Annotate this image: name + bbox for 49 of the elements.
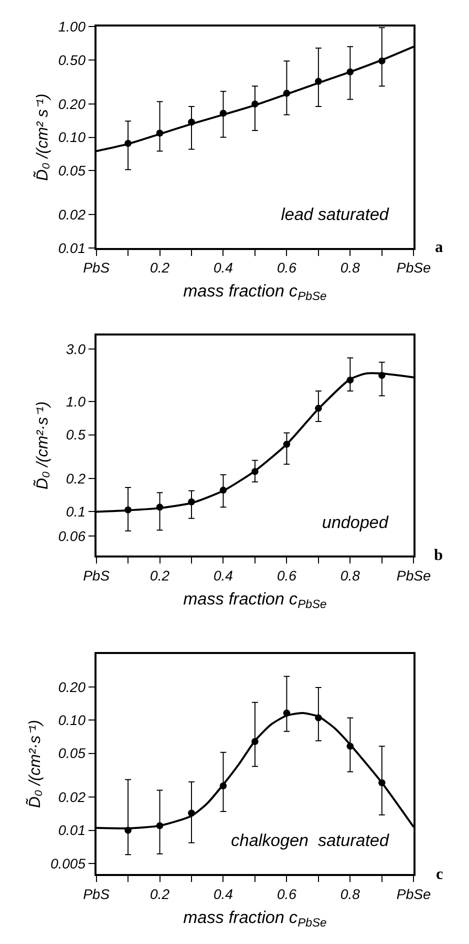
y-tick-label: 0.5 (66, 426, 86, 443)
x-tick-label: 0.2 (150, 886, 170, 902)
y-tick-label: 0.02 (58, 206, 86, 222)
y-tick-label: 0.20 (58, 96, 86, 112)
annotation: undoped (322, 513, 389, 532)
x-tick-label: PbS (83, 886, 110, 902)
x-tick-label: 0.6 (276, 567, 297, 584)
annotation: lead saturated (281, 205, 390, 224)
x-tick-label: 0.4 (214, 886, 234, 902)
y-tick-label: 0.01 (58, 240, 86, 256)
y-tick-label: 0.01 (58, 822, 86, 838)
x-tick-label: 0.2 (150, 260, 170, 276)
y-tick-label: 1.00 (58, 18, 86, 35)
x-tick-label: 0.8 (340, 886, 360, 902)
x-tick-label: PbS (83, 260, 110, 276)
text: b (434, 547, 443, 564)
x-tick-label: PbSe (396, 886, 431, 902)
x-axis-title: mass fraction c$_{PbSe}$ (183, 908, 328, 930)
x-tick-label: PbSe (396, 260, 431, 276)
y-tick-label: 0.2 (66, 470, 86, 487)
y-tick-label: 0.02 (58, 789, 86, 806)
x-tick-label: 0.4 (214, 567, 234, 584)
x-tick-label: 0.8 (340, 567, 360, 584)
y-tick-label: 0.20 (58, 678, 86, 695)
x-tick-label: 0.6 (276, 886, 297, 902)
x-tick-label: 0.8 (340, 260, 360, 276)
text: a (435, 239, 443, 256)
y-tick-label: 0.10 (58, 712, 86, 728)
y-axis-title: D̃₀ /(cm²·s⁻¹) (32, 401, 52, 490)
x-tick-label: PbSe (396, 567, 431, 584)
y-tick-label: 1.0 (66, 394, 86, 410)
x-tick-label: PbS (83, 567, 110, 584)
x-axis-title: mass fraction c$_{PbSe}$ (183, 589, 328, 611)
y-tick-label: 0.50 (58, 52, 86, 68)
y-tick-label: 0.06 (58, 528, 86, 544)
y-tick-label: 0.005 (50, 855, 86, 872)
text: c (436, 866, 444, 883)
y-axis-title: D̃₀ /(cm²·s⁻¹) (24, 720, 44, 808)
x-tick-label: 0.6 (276, 260, 297, 276)
y-axis-title: D̃₀ /(cm² s⁻¹) (32, 94, 52, 181)
y-tick-label: 0.10 (58, 129, 86, 146)
y-tick-label: 0.1 (66, 504, 86, 520)
y-tick-label: 3.0 (66, 341, 86, 358)
y-tick-label: 0.05 (58, 162, 86, 178)
x-tick-label: 0.4 (214, 260, 234, 276)
x-axis-title: mass fraction c$_{PbSe}$ (183, 282, 328, 304)
x-tick-label: 0.2 (150, 567, 170, 584)
y-tick-label: 0.05 (58, 745, 86, 762)
annotation: chalkogen saturated (231, 831, 390, 850)
